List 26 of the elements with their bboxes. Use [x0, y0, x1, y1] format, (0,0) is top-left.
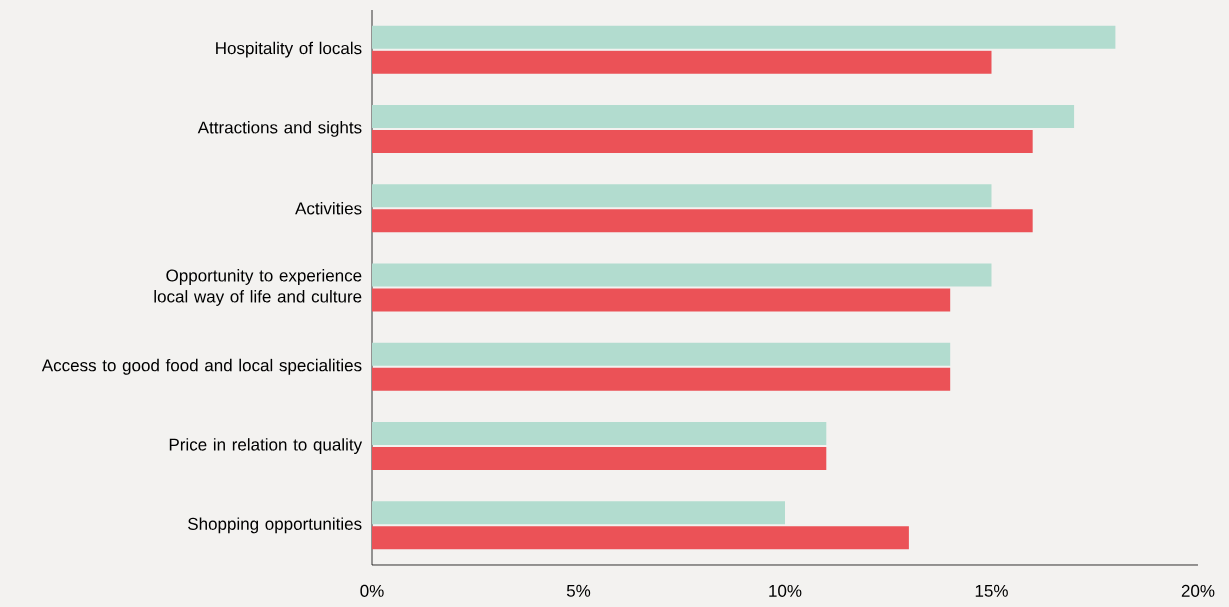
bar [372, 526, 909, 550]
y-tick-label: Price in relation to quality [169, 438, 363, 454]
y-tick-label: Activities [295, 201, 362, 215]
bar [372, 342, 951, 366]
y-tick-label: Access to good food and local specialities [41, 358, 362, 375]
bar [372, 367, 951, 391]
bar [372, 209, 1033, 233]
y-tick-label: Hospitality of locals [216, 41, 362, 58]
x-tick-label: 20% [1181, 584, 1215, 597]
bar [372, 422, 827, 446]
y-tick-label: Shopping opportunities [188, 517, 362, 534]
bar [372, 129, 1033, 153]
bar [372, 25, 1116, 49]
bar [372, 104, 1075, 128]
bar [372, 50, 992, 74]
x-tick-label: 15% [975, 584, 1008, 597]
bar [372, 288, 951, 312]
bar [372, 447, 827, 471]
y-tick-label: Attractions and sights [197, 121, 362, 137]
bar [372, 184, 992, 208]
y-tick-label: Opportunity to experience local way of life and culture [154, 269, 362, 306]
x-tick-label: 0% [360, 584, 384, 597]
x-tick-label: 10% [769, 584, 802, 597]
x-tick-label: 5% [566, 584, 591, 597]
bar [372, 501, 785, 525]
bar [372, 263, 992, 287]
